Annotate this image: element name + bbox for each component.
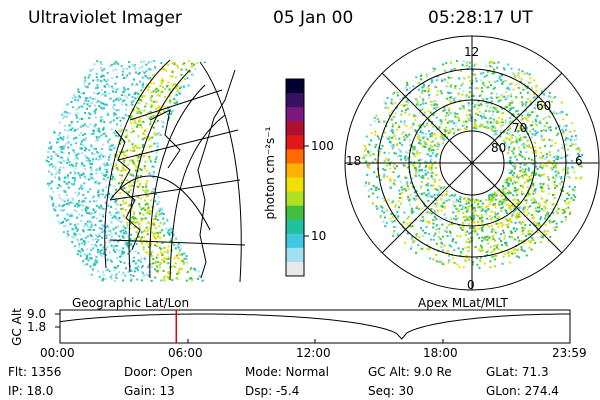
timeline-tick-0600: 06:00	[168, 346, 203, 360]
date-label: 05 Jan 00	[273, 8, 354, 28]
altitude-timeline	[55, 309, 571, 344]
colorbar	[286, 79, 304, 277]
time-label: 05:28:17 UT	[428, 8, 533, 28]
timeline-axis-title: GC Alt	[10, 308, 24, 346]
geo-latitude: GLat: 71.3	[486, 365, 549, 379]
timeline-tick-2359: 23:59	[552, 346, 587, 360]
colorbar-tick-10: 10	[311, 229, 327, 243]
colorbar-unit-label: photon cm⁻²s⁻¹	[263, 126, 277, 220]
timeline-y-top: 9.0	[27, 307, 47, 321]
mlt-label-0: 0	[467, 278, 475, 292]
geographic-map	[45, 59, 246, 283]
instrument-title: Ultraviolet Imager	[28, 8, 182, 28]
timeline-tick-0000: 00:00	[40, 346, 75, 360]
gain-value: Gain: 13	[124, 384, 175, 398]
colorbar-tick-100: 100	[311, 139, 334, 153]
left-panel-caption: Geographic Lat/Lon	[72, 296, 190, 310]
left-auroral-image	[45, 60, 206, 282]
mlt-label-18: 18	[346, 154, 362, 168]
flight-number: Flt: 1356	[8, 365, 62, 379]
lat-label-70: 70	[512, 121, 528, 135]
timeline-y-bottom: 1.8	[27, 320, 47, 334]
lat-label-60: 60	[536, 99, 552, 113]
door-status: Door: Open	[124, 365, 193, 379]
polar-auroral-image	[362, 59, 584, 269]
dsp-value: Dsp: -5.4	[245, 384, 300, 398]
timeline-tick-1800: 18:00	[423, 346, 458, 360]
lat-label-80: 80	[491, 141, 507, 155]
ip-value: IP: 18.0	[8, 384, 54, 398]
mlt-label-12: 12	[464, 45, 480, 59]
right-panel-caption: Apex MLat/MLT	[418, 296, 508, 310]
gc-altitude: GC Alt: 9.0 Re	[368, 365, 452, 379]
mlt-label-6: 6	[575, 154, 583, 168]
mode-value: Mode: Normal	[245, 365, 329, 379]
timeline-tick-1200: 12:00	[296, 346, 331, 360]
geo-longitude: GLon: 274.4	[486, 384, 559, 398]
sequence-number: Seq: 30	[368, 384, 414, 398]
polar-map	[344, 35, 600, 291]
